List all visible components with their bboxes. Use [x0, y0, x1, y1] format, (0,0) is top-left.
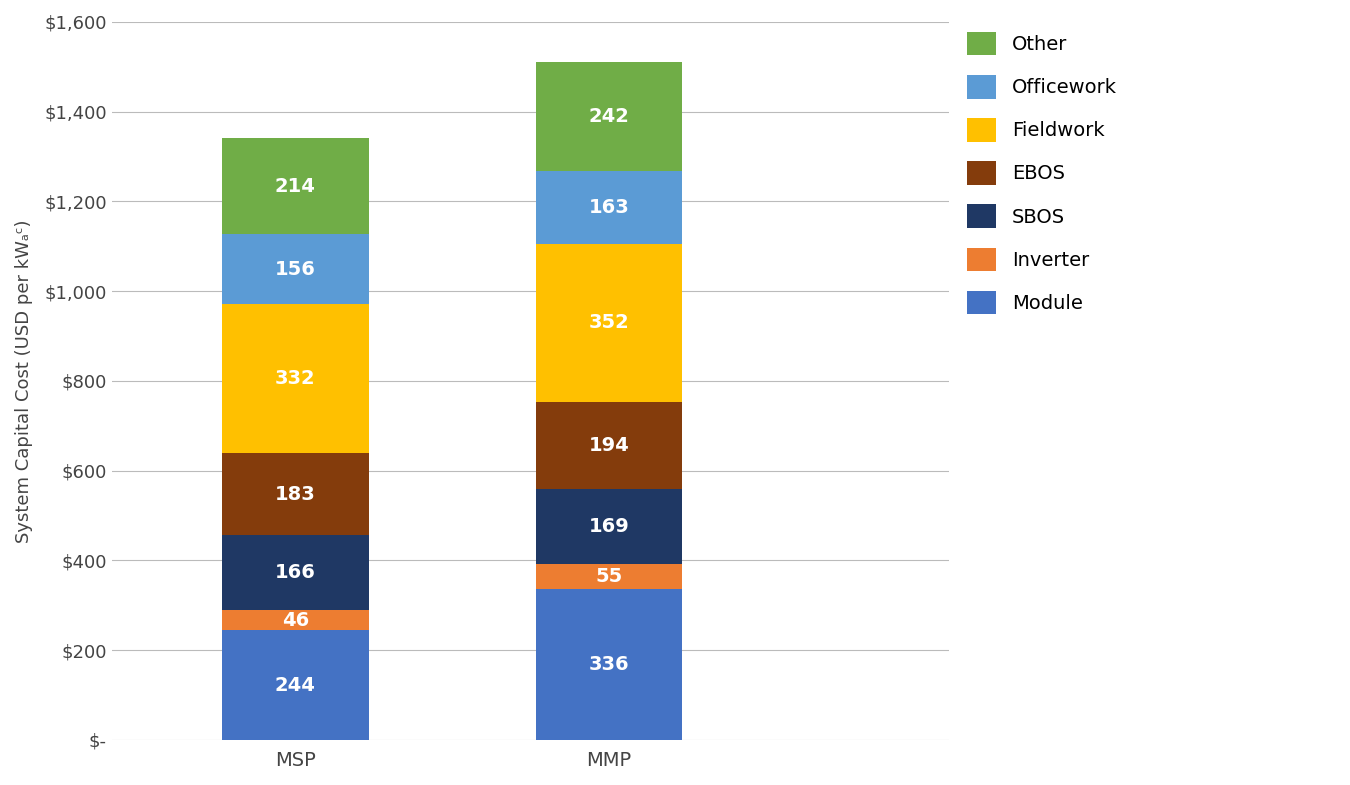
Text: 194: 194	[589, 436, 629, 455]
Text: 242: 242	[589, 107, 629, 126]
Text: 332: 332	[275, 369, 316, 389]
Text: 336: 336	[589, 655, 629, 674]
Bar	[223, 610, 369, 630]
Bar	[223, 630, 369, 740]
Text: 183: 183	[275, 484, 316, 504]
Text: 46: 46	[282, 611, 309, 630]
Bar	[536, 402, 682, 488]
Text: 169: 169	[589, 517, 629, 536]
Text: 55: 55	[595, 568, 622, 586]
Bar	[536, 243, 682, 402]
Text: 163: 163	[589, 198, 629, 217]
Y-axis label: System Capital Cost (USD per kWₐᶜ): System Capital Cost (USD per kWₐᶜ)	[15, 219, 32, 542]
Text: 214: 214	[275, 177, 316, 195]
Text: 156: 156	[275, 260, 316, 279]
Text: 352: 352	[589, 313, 629, 332]
Text: 244: 244	[275, 676, 316, 695]
Bar	[536, 589, 682, 740]
Bar	[223, 234, 369, 305]
Text: 166: 166	[275, 563, 316, 582]
Bar	[223, 305, 369, 453]
Bar	[223, 453, 369, 535]
Bar	[223, 138, 369, 234]
Bar	[536, 488, 682, 564]
Bar	[536, 170, 682, 243]
Bar	[536, 62, 682, 170]
Bar	[223, 535, 369, 610]
Bar	[536, 564, 682, 589]
Legend: Other, Officework, Fieldwork, EBOS, SBOS, Inverter, Module: Other, Officework, Fieldwork, EBOS, SBOS…	[967, 31, 1116, 315]
